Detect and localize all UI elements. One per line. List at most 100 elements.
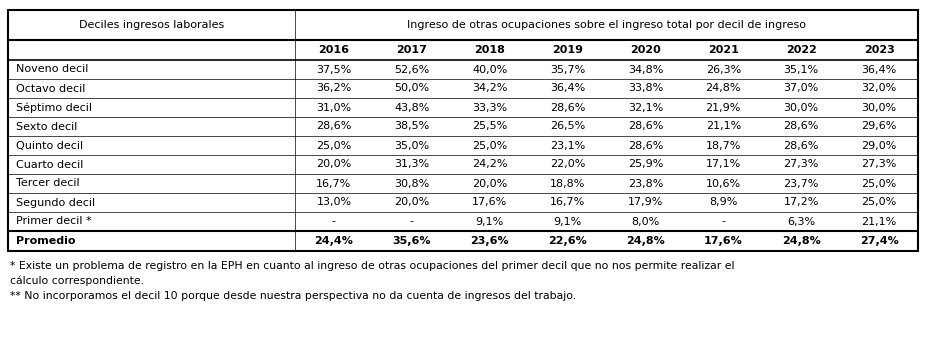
Text: 20,0%: 20,0% bbox=[317, 160, 352, 169]
Text: 9,1%: 9,1% bbox=[476, 216, 504, 227]
Text: -: - bbox=[332, 216, 336, 227]
Text: 28,6%: 28,6% bbox=[783, 140, 819, 150]
Text: 13,0%: 13,0% bbox=[317, 197, 352, 208]
Text: 28,6%: 28,6% bbox=[550, 102, 585, 113]
Text: Ingreso de otras ocupaciones sobre el ingreso total por decil de ingreso: Ingreso de otras ocupaciones sobre el in… bbox=[407, 20, 806, 30]
Text: 21,1%: 21,1% bbox=[706, 121, 741, 132]
Text: 29,0%: 29,0% bbox=[861, 140, 896, 150]
Text: 35,6%: 35,6% bbox=[393, 236, 432, 246]
Text: 22,6%: 22,6% bbox=[548, 236, 587, 246]
Text: 35,0%: 35,0% bbox=[394, 140, 430, 150]
Text: 24,8%: 24,8% bbox=[782, 236, 820, 246]
Text: -: - bbox=[410, 216, 414, 227]
Text: 23,8%: 23,8% bbox=[628, 179, 663, 189]
Text: 37,5%: 37,5% bbox=[317, 65, 352, 74]
Text: Segundo decil: Segundo decil bbox=[16, 197, 95, 208]
Text: 50,0%: 50,0% bbox=[394, 84, 430, 94]
Text: 10,6%: 10,6% bbox=[706, 179, 741, 189]
Text: 26,5%: 26,5% bbox=[550, 121, 585, 132]
Text: 25,0%: 25,0% bbox=[861, 197, 896, 208]
Text: 2017: 2017 bbox=[396, 45, 427, 55]
Text: 27,3%: 27,3% bbox=[861, 160, 896, 169]
Text: 8,9%: 8,9% bbox=[709, 197, 737, 208]
Text: 27,3%: 27,3% bbox=[783, 160, 819, 169]
Text: 28,6%: 28,6% bbox=[317, 121, 352, 132]
Text: 25,0%: 25,0% bbox=[472, 140, 507, 150]
Text: 32,0%: 32,0% bbox=[861, 84, 896, 94]
Text: Noveno decil: Noveno decil bbox=[16, 65, 88, 74]
Text: 24,4%: 24,4% bbox=[315, 236, 354, 246]
Text: 18,7%: 18,7% bbox=[706, 140, 741, 150]
Text: 17,2%: 17,2% bbox=[783, 197, 819, 208]
Text: 23,1%: 23,1% bbox=[550, 140, 585, 150]
Text: 30,0%: 30,0% bbox=[783, 102, 819, 113]
Text: 21,1%: 21,1% bbox=[861, 216, 896, 227]
Text: 34,2%: 34,2% bbox=[472, 84, 507, 94]
Text: 16,7%: 16,7% bbox=[317, 179, 352, 189]
Text: 17,6%: 17,6% bbox=[472, 197, 507, 208]
Text: 22,0%: 22,0% bbox=[550, 160, 585, 169]
Text: 6,3%: 6,3% bbox=[787, 216, 815, 227]
Text: 29,6%: 29,6% bbox=[861, 121, 896, 132]
Text: 32,1%: 32,1% bbox=[628, 102, 663, 113]
Text: 30,0%: 30,0% bbox=[861, 102, 896, 113]
Text: 25,9%: 25,9% bbox=[628, 160, 663, 169]
Text: 30,8%: 30,8% bbox=[394, 179, 430, 189]
Text: Octavo decil: Octavo decil bbox=[16, 84, 85, 94]
Text: 16,7%: 16,7% bbox=[550, 197, 585, 208]
Text: 2022: 2022 bbox=[786, 45, 817, 55]
Text: 33,8%: 33,8% bbox=[628, 84, 663, 94]
Text: 2023: 2023 bbox=[864, 45, 895, 55]
Text: 40,0%: 40,0% bbox=[472, 65, 507, 74]
Text: 17,6%: 17,6% bbox=[704, 236, 743, 246]
Text: 28,6%: 28,6% bbox=[783, 121, 819, 132]
Text: 31,0%: 31,0% bbox=[317, 102, 352, 113]
Text: 25,0%: 25,0% bbox=[861, 179, 896, 189]
Text: 36,2%: 36,2% bbox=[317, 84, 352, 94]
Text: 35,7%: 35,7% bbox=[550, 65, 585, 74]
Text: 34,8%: 34,8% bbox=[628, 65, 663, 74]
Text: 24,2%: 24,2% bbox=[472, 160, 507, 169]
Text: 23,6%: 23,6% bbox=[470, 236, 509, 246]
Text: 17,1%: 17,1% bbox=[706, 160, 741, 169]
Text: 18,8%: 18,8% bbox=[550, 179, 585, 189]
Text: 28,6%: 28,6% bbox=[628, 140, 663, 150]
Text: * Existe un problema de registro en la EPH en cuanto al ingreso de otras ocupaci: * Existe un problema de registro en la E… bbox=[10, 261, 734, 271]
Text: 26,3%: 26,3% bbox=[706, 65, 741, 74]
Text: 28,6%: 28,6% bbox=[628, 121, 663, 132]
Text: Quinto decil: Quinto decil bbox=[16, 140, 83, 150]
Text: 25,0%: 25,0% bbox=[317, 140, 352, 150]
Text: 2019: 2019 bbox=[552, 45, 583, 55]
Text: 33,3%: 33,3% bbox=[472, 102, 507, 113]
Text: 2016: 2016 bbox=[319, 45, 349, 55]
Text: 36,4%: 36,4% bbox=[861, 65, 896, 74]
Text: 17,9%: 17,9% bbox=[628, 197, 663, 208]
Text: 2018: 2018 bbox=[474, 45, 505, 55]
Text: Deciles ingresos laborales: Deciles ingresos laborales bbox=[79, 20, 224, 30]
Text: Sexto decil: Sexto decil bbox=[16, 121, 78, 132]
Text: Tercer decil: Tercer decil bbox=[16, 179, 80, 189]
Text: 24,8%: 24,8% bbox=[626, 236, 665, 246]
Text: Promedio: Promedio bbox=[16, 236, 76, 246]
Text: 8,0%: 8,0% bbox=[632, 216, 659, 227]
Text: 52,6%: 52,6% bbox=[394, 65, 430, 74]
Text: 38,5%: 38,5% bbox=[394, 121, 430, 132]
Text: cálculo correspondiente.: cálculo correspondiente. bbox=[10, 275, 144, 286]
Text: Séptimo decil: Séptimo decil bbox=[16, 102, 92, 113]
Text: -: - bbox=[721, 216, 725, 227]
Text: 35,1%: 35,1% bbox=[783, 65, 819, 74]
Text: 31,3%: 31,3% bbox=[394, 160, 430, 169]
Text: Primer decil *: Primer decil * bbox=[16, 216, 92, 227]
Text: 37,0%: 37,0% bbox=[783, 84, 819, 94]
Text: 21,9%: 21,9% bbox=[706, 102, 741, 113]
Text: Cuarto decil: Cuarto decil bbox=[16, 160, 83, 169]
Text: 2021: 2021 bbox=[707, 45, 739, 55]
Text: 36,4%: 36,4% bbox=[550, 84, 585, 94]
Text: 2020: 2020 bbox=[630, 45, 661, 55]
Text: 43,8%: 43,8% bbox=[394, 102, 430, 113]
Bar bbox=[8, 10, 918, 251]
Text: 25,5%: 25,5% bbox=[472, 121, 507, 132]
Text: ** No incorporamos el decil 10 porque desde nuestra perspectiva no da cuenta de : ** No incorporamos el decil 10 porque de… bbox=[10, 291, 576, 301]
Text: 20,0%: 20,0% bbox=[472, 179, 507, 189]
Text: 20,0%: 20,0% bbox=[394, 197, 430, 208]
